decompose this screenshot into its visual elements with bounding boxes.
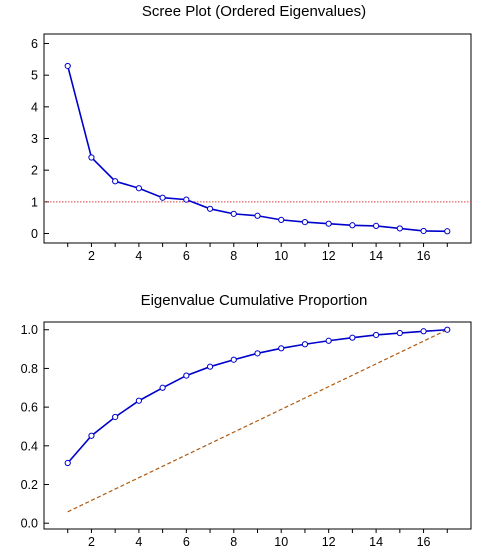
cumprop-data-point bbox=[183, 372, 190, 379]
scree-x-tick-label: 14 bbox=[369, 249, 383, 263]
scree-data-point bbox=[396, 225, 403, 232]
cumprop-data-point bbox=[230, 356, 237, 363]
scree-data-point bbox=[325, 220, 332, 227]
scree-x-tick-label: 16 bbox=[417, 249, 431, 263]
scree-data-point bbox=[206, 205, 214, 212]
cumprop-y-tick-label: 0.0 bbox=[21, 517, 38, 531]
cumprop-x-tick-label: 16 bbox=[417, 535, 431, 549]
cumprop-y-tick-label: 0.8 bbox=[21, 362, 38, 376]
scree-y-tick-label: 0 bbox=[31, 227, 38, 241]
cumprop-x-tick-label: 12 bbox=[322, 535, 336, 549]
scree-plot-frame bbox=[43, 33, 472, 244]
cumprop-data-point bbox=[88, 432, 95, 439]
scree-data-point bbox=[135, 185, 142, 192]
cumprop-x-tick-label: 8 bbox=[230, 535, 237, 549]
cumprop-data-point bbox=[159, 384, 166, 391]
scree-data-point bbox=[420, 227, 427, 235]
scree-x-tick-label: 4 bbox=[135, 249, 142, 263]
scree-y-tick-label: 1 bbox=[31, 195, 38, 209]
cumprop-data-point bbox=[349, 334, 356, 341]
cumprop-data-point bbox=[206, 363, 214, 370]
cumprop-reference-line bbox=[67, 329, 448, 513]
cumulative-proportion-reference-line bbox=[67, 329, 448, 513]
scree-data-point bbox=[183, 196, 190, 203]
scree-data-point bbox=[349, 222, 356, 229]
scree-x-tick-label: 8 bbox=[230, 249, 237, 263]
scree-data-point bbox=[444, 228, 451, 235]
cumprop-data-point bbox=[112, 413, 119, 421]
cumprop-data-point bbox=[373, 331, 380, 339]
cumulative-proportion-panel: Eigenvalue Cumulative Proportion 0.00.20… bbox=[21, 292, 472, 549]
cumprop-x-tick-label: 2 bbox=[88, 535, 95, 549]
cumprop-data-point bbox=[301, 341, 309, 348]
scree-y-tick-label: 3 bbox=[31, 132, 38, 146]
scree-data-point bbox=[373, 222, 380, 229]
scree-data-point bbox=[278, 216, 285, 223]
scree-y-tick-label: 4 bbox=[31, 100, 38, 114]
cumulative-proportion-series bbox=[64, 326, 451, 467]
cumprop-data-point bbox=[135, 397, 142, 404]
scree-data-point bbox=[88, 154, 95, 161]
cumprop-x-tick-label: 10 bbox=[274, 535, 288, 549]
scree-x-tick-label: 10 bbox=[274, 249, 288, 263]
cumprop-y-tick-label: 0.2 bbox=[21, 478, 38, 492]
scree-plot-series bbox=[64, 62, 451, 235]
scree-y-tick-label: 2 bbox=[31, 164, 38, 178]
scree-x-tick-label: 6 bbox=[183, 249, 190, 263]
cumprop-x-tick-label: 4 bbox=[135, 535, 142, 549]
cumprop-x-tick-label: 14 bbox=[369, 535, 383, 549]
cumprop-data-point bbox=[420, 328, 427, 335]
cumprop-data-point bbox=[325, 337, 332, 344]
scree-data-point bbox=[230, 210, 237, 217]
cumprop-x-tick-label: 6 bbox=[183, 535, 190, 549]
cumprop-y-tick-label: 0.4 bbox=[21, 439, 38, 453]
cumprop-data-point bbox=[444, 326, 451, 333]
cumprop-data-point bbox=[254, 350, 261, 357]
cumprop-data-point bbox=[396, 329, 403, 337]
cumprop-data-point bbox=[278, 345, 285, 352]
scree-x-tick-label: 12 bbox=[322, 249, 336, 263]
cumulative-proportion-frame bbox=[43, 321, 472, 530]
scree-x-tick-label: 2 bbox=[88, 249, 95, 263]
cumprop-y-tick-label: 1.0 bbox=[21, 323, 38, 337]
scree-data-point bbox=[112, 178, 119, 185]
scree-y-tick-label: 5 bbox=[31, 69, 38, 83]
cumulative-proportion-axes: 0.0 0.2 0.4 0.6 0.8 1.0 2 4 6 8 10 12 14 16 bbox=[21, 323, 448, 549]
cumulative-proportion-title: Eigenvalue Cumulative Proportion bbox=[141, 292, 368, 309]
scree-plot-title: Scree Plot (Ordered Eigenvalues) bbox=[142, 3, 366, 20]
scree-y-tick-label: 6 bbox=[31, 37, 38, 51]
cumprop-y-tick-label: 0.6 bbox=[21, 401, 38, 415]
scree-data-point bbox=[301, 219, 309, 226]
scree-plot-panel: Scree Plot (Ordered Eigenvalues) 0123456… bbox=[31, 3, 472, 263]
cumprop-data-point bbox=[64, 459, 71, 467]
scree-data-point bbox=[159, 194, 166, 201]
scree-data-point bbox=[64, 62, 71, 70]
scree-data-point bbox=[254, 212, 261, 219]
